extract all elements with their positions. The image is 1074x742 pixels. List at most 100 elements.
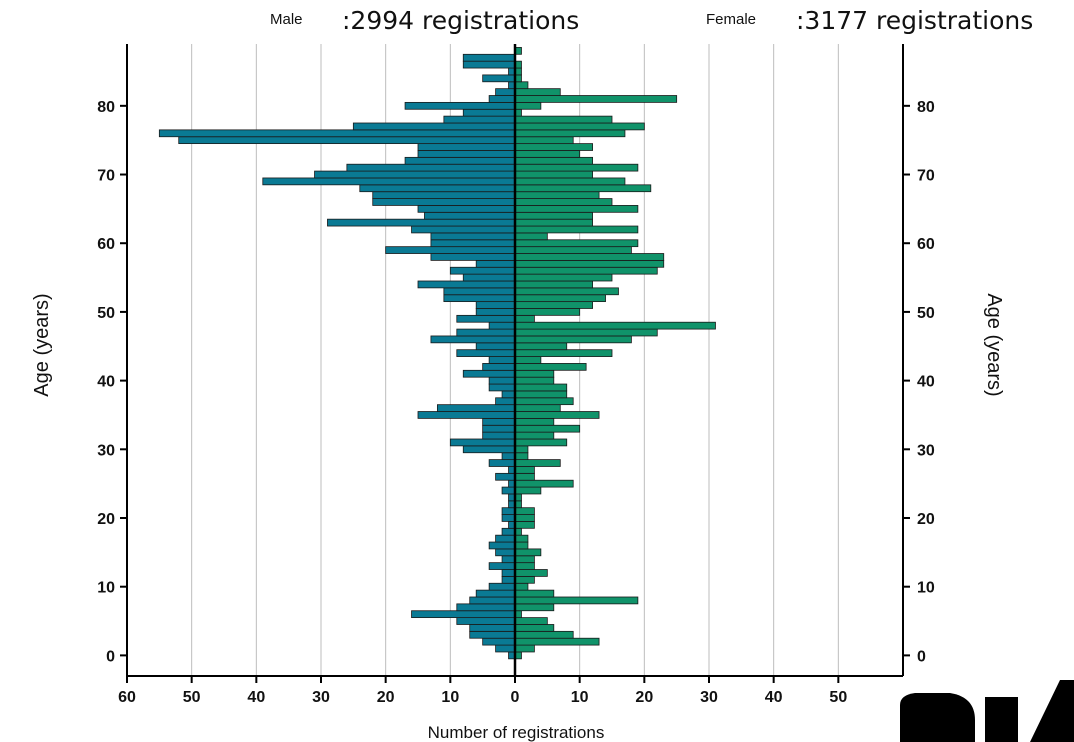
female-bar <box>514 259 665 268</box>
female-bar <box>514 424 581 433</box>
male-bar <box>462 108 516 117</box>
female-bar <box>514 95 678 103</box>
y-tick-label-right: 30 <box>917 442 935 459</box>
male-bar <box>462 273 516 282</box>
y-tick-label-left: 0 <box>106 648 115 665</box>
male-bar <box>488 582 516 591</box>
female-bar <box>514 122 645 131</box>
male-bar <box>359 184 516 193</box>
male-bar <box>462 53 516 62</box>
female-bar <box>514 541 529 550</box>
male-bar <box>475 301 516 309</box>
female-bar <box>514 431 555 440</box>
male-bar <box>482 424 516 433</box>
female-bar <box>514 445 529 454</box>
male-bar <box>501 390 516 399</box>
male-bar <box>385 246 516 254</box>
x-tick-label: 10 <box>441 689 459 706</box>
female-bar <box>514 452 529 461</box>
male-bar <box>495 644 516 653</box>
female-bar <box>514 390 568 399</box>
female-bar <box>514 246 632 254</box>
y-tick-label-left: 40 <box>97 374 115 391</box>
female-bar <box>514 163 639 172</box>
male-bar <box>424 211 516 220</box>
female-bar <box>514 191 600 199</box>
female-bar <box>514 253 665 261</box>
female-bar <box>514 239 639 248</box>
female-bar <box>514 308 581 316</box>
male-bar <box>158 129 516 138</box>
female-bar <box>514 287 619 296</box>
female-bar <box>514 150 581 158</box>
male-bar <box>482 431 516 440</box>
male-bar <box>456 314 516 323</box>
male-bar <box>488 383 516 392</box>
female-bar <box>514 383 568 392</box>
x-tick-label: 50 <box>829 689 847 706</box>
y-tick-label-right: 20 <box>917 511 935 528</box>
y-tick-label-right: 0 <box>917 648 926 665</box>
male-bar <box>372 198 516 206</box>
male-bar <box>488 541 516 550</box>
male-bar <box>456 617 516 625</box>
female-bar <box>514 81 529 90</box>
x-tick-label: 20 <box>635 689 653 706</box>
male-bar <box>178 136 516 145</box>
female-bar <box>514 205 639 213</box>
female-bar <box>514 479 574 488</box>
y-tick-label-right: 60 <box>917 236 935 253</box>
male-label: Male <box>270 11 303 28</box>
x-tick-label: 40 <box>247 689 265 706</box>
female-bar <box>514 184 652 193</box>
x-tick-label: 10 <box>571 689 589 706</box>
male-bar <box>475 259 516 268</box>
female-bar <box>514 582 529 591</box>
male-bar <box>495 88 516 96</box>
male-bar <box>411 610 516 619</box>
female-bar <box>514 459 561 467</box>
male-bar <box>495 548 516 557</box>
male-count: :2994 registrations <box>342 6 579 35</box>
y-tick-label-left: 70 <box>97 168 115 185</box>
male-bar <box>475 342 516 351</box>
male-bar <box>404 156 516 165</box>
male-bar <box>462 60 516 69</box>
male-bar <box>443 287 516 296</box>
female-bar <box>514 404 561 412</box>
female-bar <box>514 170 593 179</box>
female-bar <box>514 273 613 282</box>
female-bar <box>514 507 535 515</box>
female-bar <box>514 466 535 474</box>
male-bar <box>501 569 516 577</box>
male-bar <box>501 514 516 522</box>
male-bar <box>430 239 516 248</box>
y-tick-label-left: 10 <box>97 580 115 597</box>
male-bar <box>443 294 516 303</box>
male-bar <box>488 562 516 570</box>
male-bar <box>462 369 516 378</box>
female-count: :3177 registrations <box>796 6 1033 35</box>
female-bar <box>514 218 593 227</box>
female-bar <box>514 225 639 234</box>
male-bar <box>501 507 516 515</box>
female-bar <box>514 637 600 646</box>
y-tick-label-right: 40 <box>917 374 935 391</box>
x-tick-label: 30 <box>700 689 718 706</box>
female-bar <box>514 129 626 138</box>
male-bar <box>501 575 516 584</box>
female-bar <box>514 88 561 96</box>
y-tick-label-right: 70 <box>917 168 935 185</box>
female-bar <box>514 411 600 419</box>
male-bar <box>456 328 516 337</box>
male-bar <box>482 74 516 83</box>
male-bar <box>404 101 516 110</box>
y-axis-title-left: Age (years) <box>31 293 53 396</box>
male-bar <box>456 603 516 612</box>
male-bar <box>436 404 516 412</box>
male-bar <box>430 253 516 261</box>
y-tick-label-left: 30 <box>97 442 115 459</box>
x-tick-label: 60 <box>118 689 136 706</box>
female-bar <box>514 369 555 378</box>
y-tick-label-right: 10 <box>917 580 935 597</box>
